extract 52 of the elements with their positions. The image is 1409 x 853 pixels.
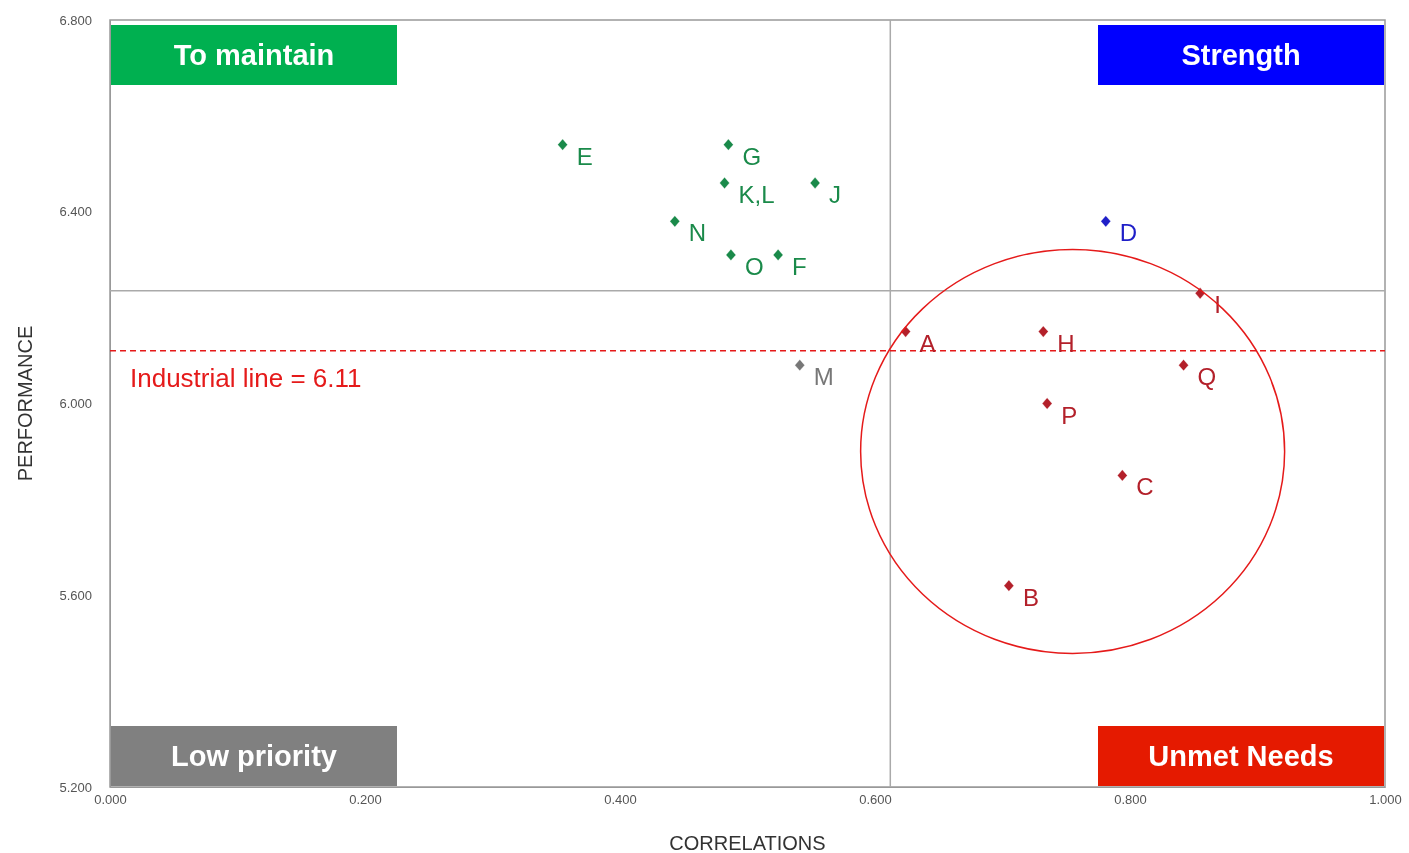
point <box>725 249 737 261</box>
point <box>794 359 805 372</box>
data-label: D <box>1119 219 1138 247</box>
data-label: F <box>792 252 807 280</box>
y-axis-title: PERFORMANCE <box>14 325 36 482</box>
point <box>1038 325 1049 338</box>
x-tick-label: 0.600 <box>859 792 892 808</box>
point <box>1100 215 1111 228</box>
data-label: B <box>1022 583 1039 611</box>
x-tick-label: 0.200 <box>349 792 382 808</box>
data-label: P <box>1061 401 1078 429</box>
point <box>1003 579 1014 592</box>
annotation: Low priority <box>171 740 337 772</box>
ref-line-label: Industrial line = 6.11 <box>130 362 362 393</box>
point <box>719 177 730 189</box>
y-tick-label: 6.800 <box>59 12 92 28</box>
point <box>773 249 784 261</box>
data-label: Q <box>1197 363 1217 391</box>
data-label: A <box>919 329 936 357</box>
y-tick-label: 5.200 <box>59 779 92 795</box>
point <box>557 138 568 151</box>
x-axis-title: CORRELATIONS <box>669 832 826 853</box>
y-tick-label: 6.400 <box>59 204 92 220</box>
data-label: I <box>1214 291 1221 319</box>
point <box>1117 469 1128 482</box>
data-label: G <box>742 142 762 170</box>
data-label: N <box>688 219 707 247</box>
quadrant-label: Low priority <box>111 726 397 786</box>
quadrant-label: To maintain <box>111 25 397 85</box>
x-tick-label: 0.000 <box>94 792 127 808</box>
point <box>1178 359 1189 372</box>
x-tick-label: 0.800 <box>1114 792 1147 808</box>
data-label: H <box>1057 329 1075 357</box>
x-tick-label: 1.000 <box>1369 792 1402 808</box>
annotation: To maintain <box>173 39 335 71</box>
x-tick-label: 0.400 <box>604 792 637 808</box>
data-label: M <box>813 363 834 391</box>
annotation: Unmet Needs <box>1148 740 1334 772</box>
point <box>809 177 821 189</box>
data-label: C <box>1136 473 1154 501</box>
y-tick-label: 6.000 <box>59 396 92 412</box>
point <box>1042 397 1053 410</box>
point <box>669 215 680 228</box>
y-tick-label: 5.600 <box>59 587 92 603</box>
data-label: E <box>576 142 593 170</box>
data-label: K,L <box>738 180 775 208</box>
data-label: J <box>829 180 842 208</box>
point <box>723 138 734 151</box>
data-label: O <box>744 252 764 280</box>
annotation: Strength <box>1181 39 1301 71</box>
quadrant-label: Strength <box>1098 25 1384 85</box>
quadrant-label: Unmet Needs <box>1098 726 1384 786</box>
